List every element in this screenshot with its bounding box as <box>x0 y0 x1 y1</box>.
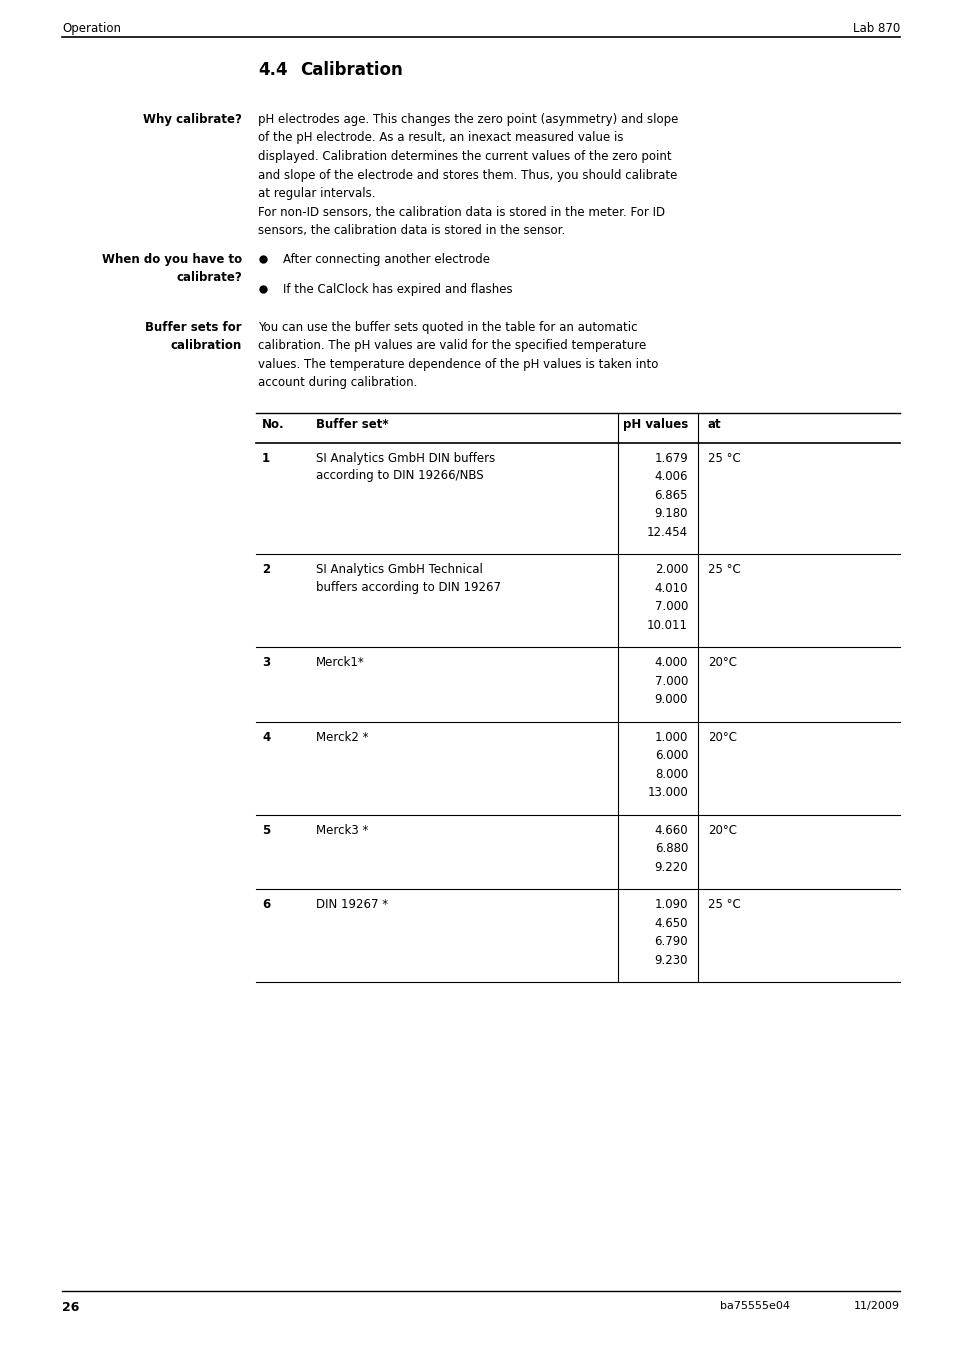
Text: pH values: pH values <box>622 417 687 431</box>
Text: 25 °C: 25 °C <box>707 898 740 911</box>
Text: 1: 1 <box>262 451 270 465</box>
Text: sensors, the calibration data is stored in the sensor.: sensors, the calibration data is stored … <box>257 224 565 236</box>
Text: 6.000: 6.000 <box>654 748 687 762</box>
Text: 4.4: 4.4 <box>257 61 287 78</box>
Text: 4.006: 4.006 <box>654 470 687 484</box>
Text: at: at <box>707 417 720 431</box>
Text: For non-ID sensors, the calibration data is stored in the meter. For ID: For non-ID sensors, the calibration data… <box>257 205 664 219</box>
Text: 11/2009: 11/2009 <box>853 1301 899 1310</box>
Text: Operation: Operation <box>62 22 121 35</box>
Text: values. The temperature dependence of the pH values is taken into: values. The temperature dependence of th… <box>257 358 658 370</box>
Text: of the pH electrode. As a result, an inexact measured value is: of the pH electrode. As a result, an ine… <box>257 131 623 145</box>
Text: 6.865: 6.865 <box>654 489 687 501</box>
Text: 4.010: 4.010 <box>654 581 687 594</box>
Text: Lab 870: Lab 870 <box>852 22 899 35</box>
Text: 20°C: 20°C <box>707 657 737 669</box>
Text: Merck2 *: Merck2 * <box>315 731 368 743</box>
Text: 26: 26 <box>62 1301 79 1315</box>
Text: When do you have to
calibrate?: When do you have to calibrate? <box>102 253 242 284</box>
Text: 2.000: 2.000 <box>654 563 687 576</box>
Text: 25 °C: 25 °C <box>707 451 740 465</box>
Text: 12.454: 12.454 <box>646 526 687 539</box>
Text: ba75555e04: ba75555e04 <box>720 1301 789 1310</box>
Text: SI Analytics GmbH DIN buffers
according to DIN 19266/NBS: SI Analytics GmbH DIN buffers according … <box>315 451 495 482</box>
Text: 9.180: 9.180 <box>654 507 687 520</box>
Text: 2: 2 <box>262 563 270 576</box>
Text: 1.090: 1.090 <box>654 898 687 911</box>
Text: 1.000: 1.000 <box>654 731 687 743</box>
Text: pH electrodes age. This changes the zero point (asymmetry) and slope: pH electrodes age. This changes the zero… <box>257 113 678 126</box>
Text: at regular intervals.: at regular intervals. <box>257 186 375 200</box>
Text: Buffer set*: Buffer set* <box>315 417 388 431</box>
Text: 9.000: 9.000 <box>654 693 687 707</box>
Text: 1.679: 1.679 <box>654 451 687 465</box>
Text: 4.650: 4.650 <box>654 916 687 929</box>
Text: and slope of the electrode and stores them. Thus, you should calibrate: and slope of the electrode and stores th… <box>257 169 677 181</box>
Text: 6.790: 6.790 <box>654 935 687 948</box>
Text: 9.230: 9.230 <box>654 954 687 966</box>
Text: 4: 4 <box>262 731 270 743</box>
Text: 7.000: 7.000 <box>654 600 687 613</box>
Text: SI Analytics GmbH Technical
buffers according to DIN 19267: SI Analytics GmbH Technical buffers acco… <box>315 563 500 593</box>
Text: Merck3 *: Merck3 * <box>315 824 368 836</box>
Text: 20°C: 20°C <box>707 731 737 743</box>
Text: No.: No. <box>262 417 284 431</box>
Text: Buffer sets for
calibration: Buffer sets for calibration <box>145 320 242 351</box>
Text: calibration. The pH values are valid for the specified temperature: calibration. The pH values are valid for… <box>257 339 645 353</box>
Text: 3: 3 <box>262 657 270 669</box>
Text: 5: 5 <box>262 824 270 836</box>
Text: 8.000: 8.000 <box>654 767 687 781</box>
Text: Why calibrate?: Why calibrate? <box>143 113 242 126</box>
Text: 6: 6 <box>262 898 270 911</box>
Text: You can use the buffer sets quoted in the table for an automatic: You can use the buffer sets quoted in th… <box>257 320 637 334</box>
Text: If the CalClock has expired and flashes: If the CalClock has expired and flashes <box>283 282 512 296</box>
Text: 25 °C: 25 °C <box>707 563 740 576</box>
Text: account during calibration.: account during calibration. <box>257 376 417 389</box>
Text: After connecting another electrode: After connecting another electrode <box>283 253 490 266</box>
Text: Merck1*: Merck1* <box>315 657 364 669</box>
Text: Calibration: Calibration <box>299 61 402 78</box>
Text: displayed. Calibration determines the current values of the zero point: displayed. Calibration determines the cu… <box>257 150 671 163</box>
Text: 9.220: 9.220 <box>654 861 687 874</box>
Text: 4.660: 4.660 <box>654 824 687 836</box>
Text: 6.880: 6.880 <box>654 842 687 855</box>
Text: 20°C: 20°C <box>707 824 737 836</box>
Text: 7.000: 7.000 <box>654 674 687 688</box>
Text: 10.011: 10.011 <box>646 619 687 631</box>
Text: 4.000: 4.000 <box>654 657 687 669</box>
Text: DIN 19267 *: DIN 19267 * <box>315 898 388 911</box>
Text: 13.000: 13.000 <box>646 786 687 798</box>
